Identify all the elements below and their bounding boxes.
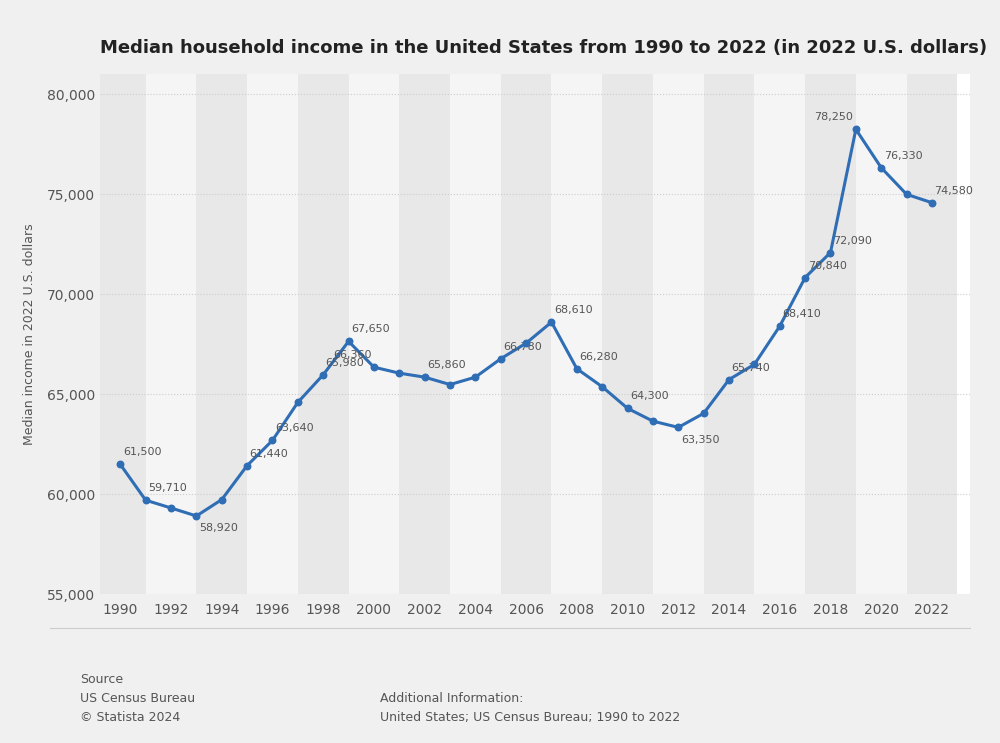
Text: 68,610: 68,610: [554, 305, 593, 315]
Point: [797, 272, 813, 284]
Bar: [805, 74, 856, 594]
Point: [899, 189, 915, 201]
Bar: [450, 74, 501, 594]
Point: [848, 123, 864, 135]
Bar: [95, 74, 146, 594]
Text: 65,980: 65,980: [326, 358, 364, 368]
Point: [620, 403, 636, 415]
Point: [290, 397, 306, 409]
Point: [264, 435, 280, 447]
Point: [341, 335, 357, 347]
Text: 59,710: 59,710: [148, 483, 187, 493]
Point: [442, 379, 458, 391]
Bar: [653, 74, 704, 594]
Point: [188, 510, 204, 522]
Point: [112, 458, 128, 470]
Text: 63,350: 63,350: [681, 435, 719, 445]
Text: 65,860: 65,860: [427, 360, 466, 370]
Point: [239, 460, 255, 472]
Bar: [349, 74, 399, 594]
Bar: [602, 74, 653, 594]
Text: Median household income in the United States from 1990 to 2022 (in 2022 U.S. dol: Median household income in the United St…: [100, 39, 987, 57]
Text: 63,640: 63,640: [275, 424, 314, 433]
Point: [518, 337, 534, 349]
Text: 66,780: 66,780: [503, 342, 542, 351]
Bar: [247, 74, 298, 594]
Point: [493, 353, 509, 365]
Bar: [907, 74, 957, 594]
Text: 78,250: 78,250: [814, 112, 853, 123]
Point: [746, 358, 762, 370]
Point: [594, 381, 610, 393]
Point: [467, 372, 483, 383]
Point: [924, 197, 940, 209]
Bar: [551, 74, 602, 594]
Text: Source
US Census Bureau
© Statista 2024: Source US Census Bureau © Statista 2024: [80, 673, 195, 724]
Point: [417, 372, 433, 383]
Point: [138, 494, 154, 506]
Bar: [754, 74, 805, 594]
Point: [214, 493, 230, 505]
Text: 61,440: 61,440: [250, 449, 288, 458]
Text: 66,360: 66,360: [333, 350, 371, 360]
Bar: [146, 74, 196, 594]
Point: [391, 367, 407, 379]
Point: [670, 421, 686, 433]
Text: 68,410: 68,410: [782, 309, 821, 319]
Point: [315, 369, 331, 380]
Point: [873, 162, 889, 174]
Text: 67,650: 67,650: [351, 325, 390, 334]
Text: 64,300: 64,300: [630, 392, 669, 401]
Text: 61,500: 61,500: [123, 447, 161, 458]
Point: [696, 407, 712, 419]
Text: 58,920: 58,920: [199, 523, 238, 533]
Text: 70,840: 70,840: [808, 261, 847, 270]
Text: 65,740: 65,740: [732, 363, 770, 372]
Point: [772, 320, 788, 332]
Bar: [856, 74, 907, 594]
Point: [569, 363, 585, 374]
Point: [163, 502, 179, 514]
Text: Additional Information:
United States; US Census Bureau; 1990 to 2022: Additional Information: United States; U…: [380, 692, 680, 724]
Bar: [399, 74, 450, 594]
Text: 72,090: 72,090: [833, 236, 872, 245]
Bar: [196, 74, 247, 594]
Point: [721, 374, 737, 386]
Bar: [704, 74, 754, 594]
Bar: [298, 74, 349, 594]
Text: 66,280: 66,280: [579, 351, 618, 362]
Text: 74,580: 74,580: [934, 186, 973, 195]
Y-axis label: Median income in 2022 U.S. dollars: Median income in 2022 U.S. dollars: [23, 224, 36, 445]
Point: [645, 415, 661, 427]
Text: 76,330: 76,330: [884, 151, 922, 160]
Point: [822, 247, 838, 259]
Point: [543, 317, 559, 328]
Bar: [501, 74, 551, 594]
Point: [366, 361, 382, 373]
